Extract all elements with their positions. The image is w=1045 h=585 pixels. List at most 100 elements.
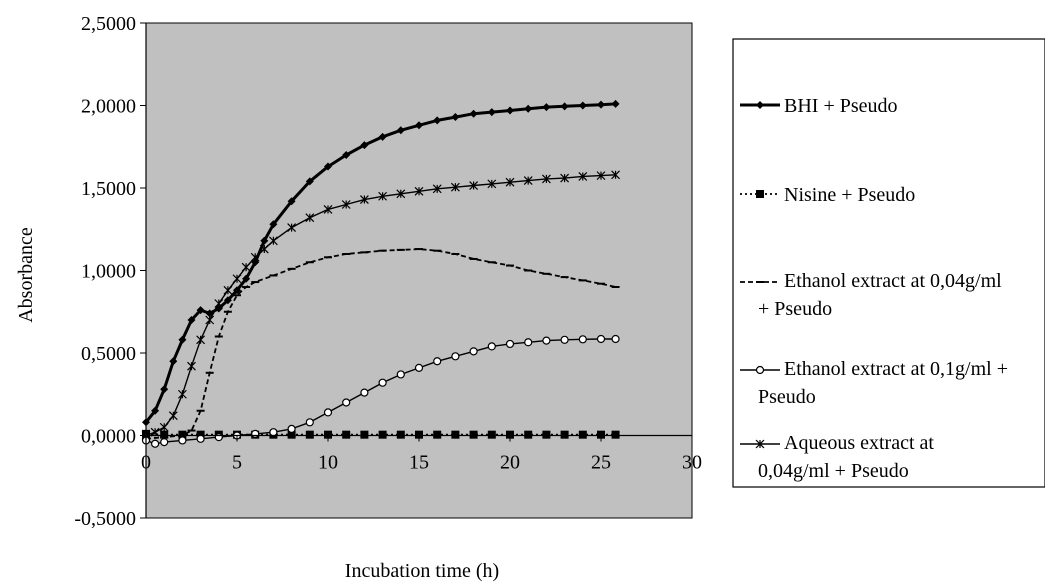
- legend-label: Aqueous extract at: [784, 432, 934, 454]
- data-point: [214, 299, 224, 308]
- marker-star: [150, 427, 160, 437]
- marker-square: [324, 430, 332, 439]
- marker-star: [596, 171, 606, 181]
- marker-star: [487, 179, 497, 189]
- marker-star: [250, 252, 260, 262]
- data-point: [232, 274, 242, 284]
- marker-star: [223, 285, 233, 295]
- marker-diamond: [542, 103, 551, 112]
- marker-star: [205, 315, 215, 325]
- y-tick-label: 2,5000: [81, 13, 136, 35]
- data-point: [305, 177, 314, 186]
- data-point: [378, 132, 387, 141]
- marker-circle: [755, 365, 765, 375]
- marker-square: [578, 430, 587, 439]
- data-point: [415, 430, 423, 439]
- marker-square: [433, 430, 442, 439]
- data-point: [524, 104, 533, 113]
- data-point: [287, 223, 297, 233]
- marker-star: [541, 174, 551, 184]
- marker-diamond: [305, 177, 314, 186]
- marker-circle: [469, 347, 478, 356]
- data-point: [214, 433, 223, 442]
- data-point: [560, 102, 569, 111]
- data-point: [596, 171, 606, 181]
- marker-diamond: [433, 116, 442, 125]
- data-point: [242, 274, 251, 283]
- data-point: [524, 338, 533, 347]
- data-point: [433, 357, 442, 366]
- x-axis-title: Incubation time (h): [345, 560, 499, 582]
- data-point: [433, 116, 442, 125]
- data-point: [469, 347, 478, 356]
- legend-label: Pseudo: [758, 386, 816, 408]
- marker-star: [469, 181, 479, 190]
- legend-entry-1: Nisine + Pseudo: [740, 184, 915, 206]
- data-point: [578, 430, 587, 439]
- data-point: [487, 179, 497, 189]
- marker-square: [469, 430, 478, 439]
- data-point: [196, 306, 205, 315]
- y-tick-label: 1,5000: [81, 178, 136, 200]
- plot-area: [145, 22, 693, 519]
- data-point: [506, 430, 514, 439]
- data-point: [360, 430, 369, 439]
- data-point: [287, 197, 296, 206]
- marker-star: [168, 411, 178, 421]
- data-point: [611, 170, 620, 180]
- marker-circle: [287, 424, 296, 433]
- data-point: [342, 398, 351, 407]
- data-point: [542, 103, 551, 112]
- data-point: [414, 363, 424, 372]
- legend-swatch-marker: [755, 365, 765, 375]
- data-point: [378, 378, 387, 387]
- data-point: [151, 406, 160, 415]
- data-point: [342, 151, 351, 159]
- data-point: [578, 172, 588, 181]
- marker-circle: [323, 408, 333, 417]
- x-tick-label: 5: [232, 452, 242, 474]
- data-point: [597, 100, 605, 109]
- data-point: [469, 109, 478, 118]
- x-tick-label: 25: [591, 452, 611, 474]
- marker-circle: [151, 439, 160, 448]
- data-point: [560, 335, 569, 344]
- marker-diamond: [196, 306, 205, 315]
- data-point: [223, 296, 232, 305]
- marker-square: [524, 430, 533, 439]
- marker-circle: [451, 352, 460, 361]
- marker-square: [487, 430, 496, 439]
- data-point: [305, 418, 314, 427]
- marker-diamond: [269, 220, 278, 229]
- marker-square: [597, 430, 605, 439]
- series-0: [142, 99, 620, 427]
- marker-star: [450, 182, 460, 192]
- marker-diamond: [360, 141, 369, 150]
- marker-diamond: [487, 108, 496, 117]
- marker-star: [177, 389, 187, 399]
- data-point: [505, 339, 515, 349]
- data-point: [415, 121, 423, 130]
- marker-diamond: [342, 151, 351, 159]
- y-axis-title: Absorbance: [15, 227, 37, 323]
- data-point: [177, 389, 187, 399]
- data-point: [196, 434, 205, 443]
- marker-diamond: [178, 335, 187, 344]
- series-line: [145, 338, 616, 445]
- marker-diamond: [524, 104, 533, 113]
- marker-square: [451, 430, 460, 439]
- data-point: [159, 422, 169, 432]
- data-point: [305, 213, 315, 223]
- marker-star: [196, 335, 206, 345]
- marker-diamond: [560, 102, 569, 111]
- data-point: [396, 370, 405, 379]
- marker-diamond: [151, 406, 160, 415]
- data-point: [450, 182, 460, 192]
- marker-circle: [196, 434, 205, 443]
- marker-diamond: [578, 101, 587, 110]
- data-point: [396, 189, 406, 199]
- data-point: [259, 244, 269, 254]
- y-tick-label: 0,5000: [81, 343, 136, 365]
- legend-entry-3: Ethanol extract at 0,1g/ml + Pseudo: [740, 358, 1008, 408]
